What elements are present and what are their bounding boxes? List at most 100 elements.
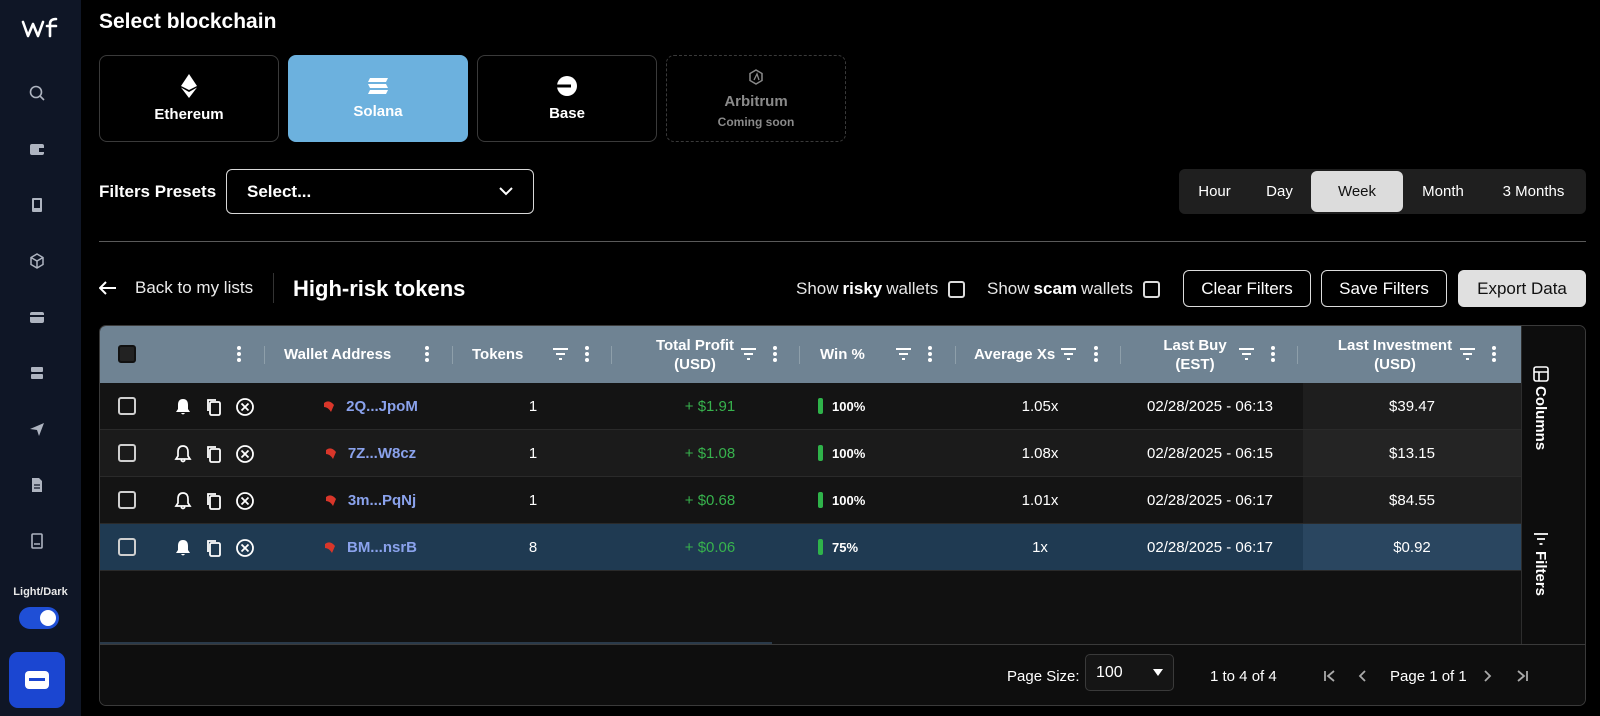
bell-filled-icon[interactable]	[173, 397, 193, 417]
divider	[99, 241, 1586, 242]
period-hour[interactable]: Hour	[1198, 183, 1231, 200]
book-icon[interactable]	[26, 194, 48, 216]
copy-icon[interactable]	[204, 538, 224, 558]
table-row[interactable]: 7Z...W8cz 1 + $1.08 100% 1.08x 02/28/202…	[100, 430, 1521, 477]
column-menu-icon[interactable]	[772, 345, 778, 363]
select-all-checkbox[interactable]	[118, 345, 136, 363]
filters-panel-button[interactable]: Filters	[1532, 531, 1549, 596]
document-icon[interactable]	[26, 474, 48, 496]
remove-circle-icon[interactable]	[235, 538, 255, 558]
filter-icon[interactable]	[1060, 346, 1077, 362]
wallet-address[interactable]: 2Q...JpoM	[346, 397, 418, 415]
copy-icon[interactable]	[204, 444, 224, 464]
chevron-down-icon	[499, 187, 513, 196]
row-checkbox[interactable]	[118, 397, 136, 415]
table-row[interactable]: 3m...PqNj 1 + $0.68 100% 1.01x 02/28/202…	[100, 477, 1521, 524]
win-bar	[818, 445, 823, 461]
period-3-months[interactable]: 3 Months	[1502, 183, 1565, 200]
save-filters-button[interactable]: Save Filters	[1321, 270, 1447, 307]
remove-circle-icon[interactable]	[235, 397, 255, 417]
back-to-lists-link[interactable]: Back to my lists	[99, 278, 253, 298]
period-day[interactable]: Day	[1266, 183, 1293, 200]
wallet-cell[interactable]: 3m...PqNj	[310, 477, 430, 523]
header-wallet-address[interactable]: Wallet Address	[284, 346, 392, 363]
first-page-icon[interactable]	[1323, 669, 1337, 683]
header-last-buy[interactable]: Last Buy (EST)	[1163, 336, 1227, 373]
header-average-xs[interactable]: Average Xs	[974, 346, 1056, 363]
card-icon[interactable]	[26, 306, 48, 328]
filter-icon[interactable]	[895, 346, 912, 362]
win-bar	[818, 492, 823, 508]
table-row[interactable]: 2Q...JpoM 1 + $1.91 100% 1.05x 02/28/202…	[100, 383, 1521, 430]
filter-icon[interactable]	[1459, 346, 1476, 362]
column-menu-icon[interactable]	[927, 345, 933, 363]
wallet-icon[interactable]	[26, 138, 48, 160]
copy-icon[interactable]	[204, 397, 224, 417]
theme-toggle[interactable]	[19, 607, 59, 629]
export-data-button[interactable]: Export Data	[1458, 270, 1586, 307]
page-size-select[interactable]: 100	[1085, 654, 1174, 691]
book-2-icon[interactable]	[26, 530, 48, 552]
send-icon[interactable]	[26, 418, 48, 440]
header-separator	[799, 346, 800, 364]
header-tokens[interactable]: Tokens	[472, 346, 524, 363]
header-last-investment[interactable]: Last Investment (USD)	[1337, 336, 1453, 373]
show-risky-wallets[interactable]: Show risky wallets	[796, 279, 966, 299]
filter-icon[interactable]	[1238, 346, 1255, 362]
search-icon[interactable]	[26, 82, 48, 104]
chain-ethereum[interactable]: Ethereum	[99, 55, 279, 142]
page-size-label: Page Size:	[1007, 668, 1080, 685]
last-buy-cell: 02/28/2025 - 06:15	[1147, 444, 1273, 462]
scam-checkbox[interactable]	[1142, 280, 1160, 298]
column-menu-icon[interactable]	[236, 345, 242, 363]
wallet-cell[interactable]: 2Q...JpoM	[310, 383, 430, 429]
row-checkbox[interactable]	[118, 491, 136, 509]
table-row-selected[interactable]: BM...nsrB 8 + $0.06 75% 1x 02/28/2025 - …	[100, 524, 1521, 571]
show-scam-wallets[interactable]: Show scam wallets	[987, 279, 1160, 299]
period-month[interactable]: Month	[1422, 183, 1464, 200]
risky-checkbox[interactable]	[948, 280, 966, 298]
table-footer: Page Size: 100 1 to 4 of 4 Page 1 of 1	[100, 644, 1585, 705]
filters-preset-select[interactable]: Select...	[226, 169, 534, 214]
row-range: 1 to 4 of 4	[1210, 668, 1277, 685]
column-menu-icon[interactable]	[1270, 345, 1276, 363]
wallet-card-icon	[25, 671, 49, 689]
header-win-pct[interactable]: Win %	[820, 346, 865, 363]
row-checkbox[interactable]	[118, 444, 136, 462]
wallet-cell[interactable]: 7Z...W8cz	[310, 430, 430, 476]
bell-icon[interactable]	[173, 491, 193, 511]
wallet-address[interactable]: BM...nsrB	[346, 538, 417, 556]
period-week[interactable]: Week	[1311, 171, 1403, 212]
chain-base[interactable]: Base	[477, 55, 657, 142]
server-icon[interactable]	[26, 362, 48, 384]
chain-solana[interactable]: Solana	[288, 55, 468, 142]
wallet-address[interactable]: 3m...PqNj	[347, 491, 417, 509]
wallet-address[interactable]: 7Z...W8cz	[347, 444, 417, 462]
header-separator	[611, 346, 612, 364]
app-logo[interactable]	[20, 14, 62, 42]
cube-icon[interactable]	[26, 250, 48, 272]
columns-panel-button[interactable]: Columns	[1532, 366, 1549, 450]
row-checkbox[interactable]	[118, 538, 136, 556]
remove-circle-icon[interactable]	[235, 491, 255, 511]
column-menu-icon[interactable]	[1093, 345, 1099, 363]
remove-circle-icon[interactable]	[235, 444, 255, 464]
copy-icon[interactable]	[204, 491, 224, 511]
next-page-icon[interactable]	[1480, 669, 1494, 683]
column-menu-icon[interactable]	[1491, 345, 1497, 363]
clear-filters-button[interactable]: Clear Filters	[1183, 270, 1311, 307]
arrow-left-icon	[99, 281, 116, 295]
column-menu-icon[interactable]	[424, 345, 430, 363]
filter-icon[interactable]	[552, 346, 569, 362]
bell-filled-icon[interactable]	[173, 538, 193, 558]
header-total-profit[interactable]: Total Profit (USD)	[655, 336, 735, 373]
last-page-icon[interactable]	[1515, 669, 1529, 683]
bell-icon[interactable]	[173, 444, 193, 464]
wallet-cell[interactable]: BM...nsrB	[310, 524, 430, 570]
filter-icon[interactable]	[740, 346, 757, 362]
column-menu-icon[interactable]	[584, 345, 590, 363]
arbitrum-icon	[749, 68, 763, 85]
wallet-button[interactable]	[9, 652, 65, 708]
previous-page-icon[interactable]	[1356, 669, 1370, 683]
horizontal-scrollbar[interactable]	[100, 642, 772, 645]
